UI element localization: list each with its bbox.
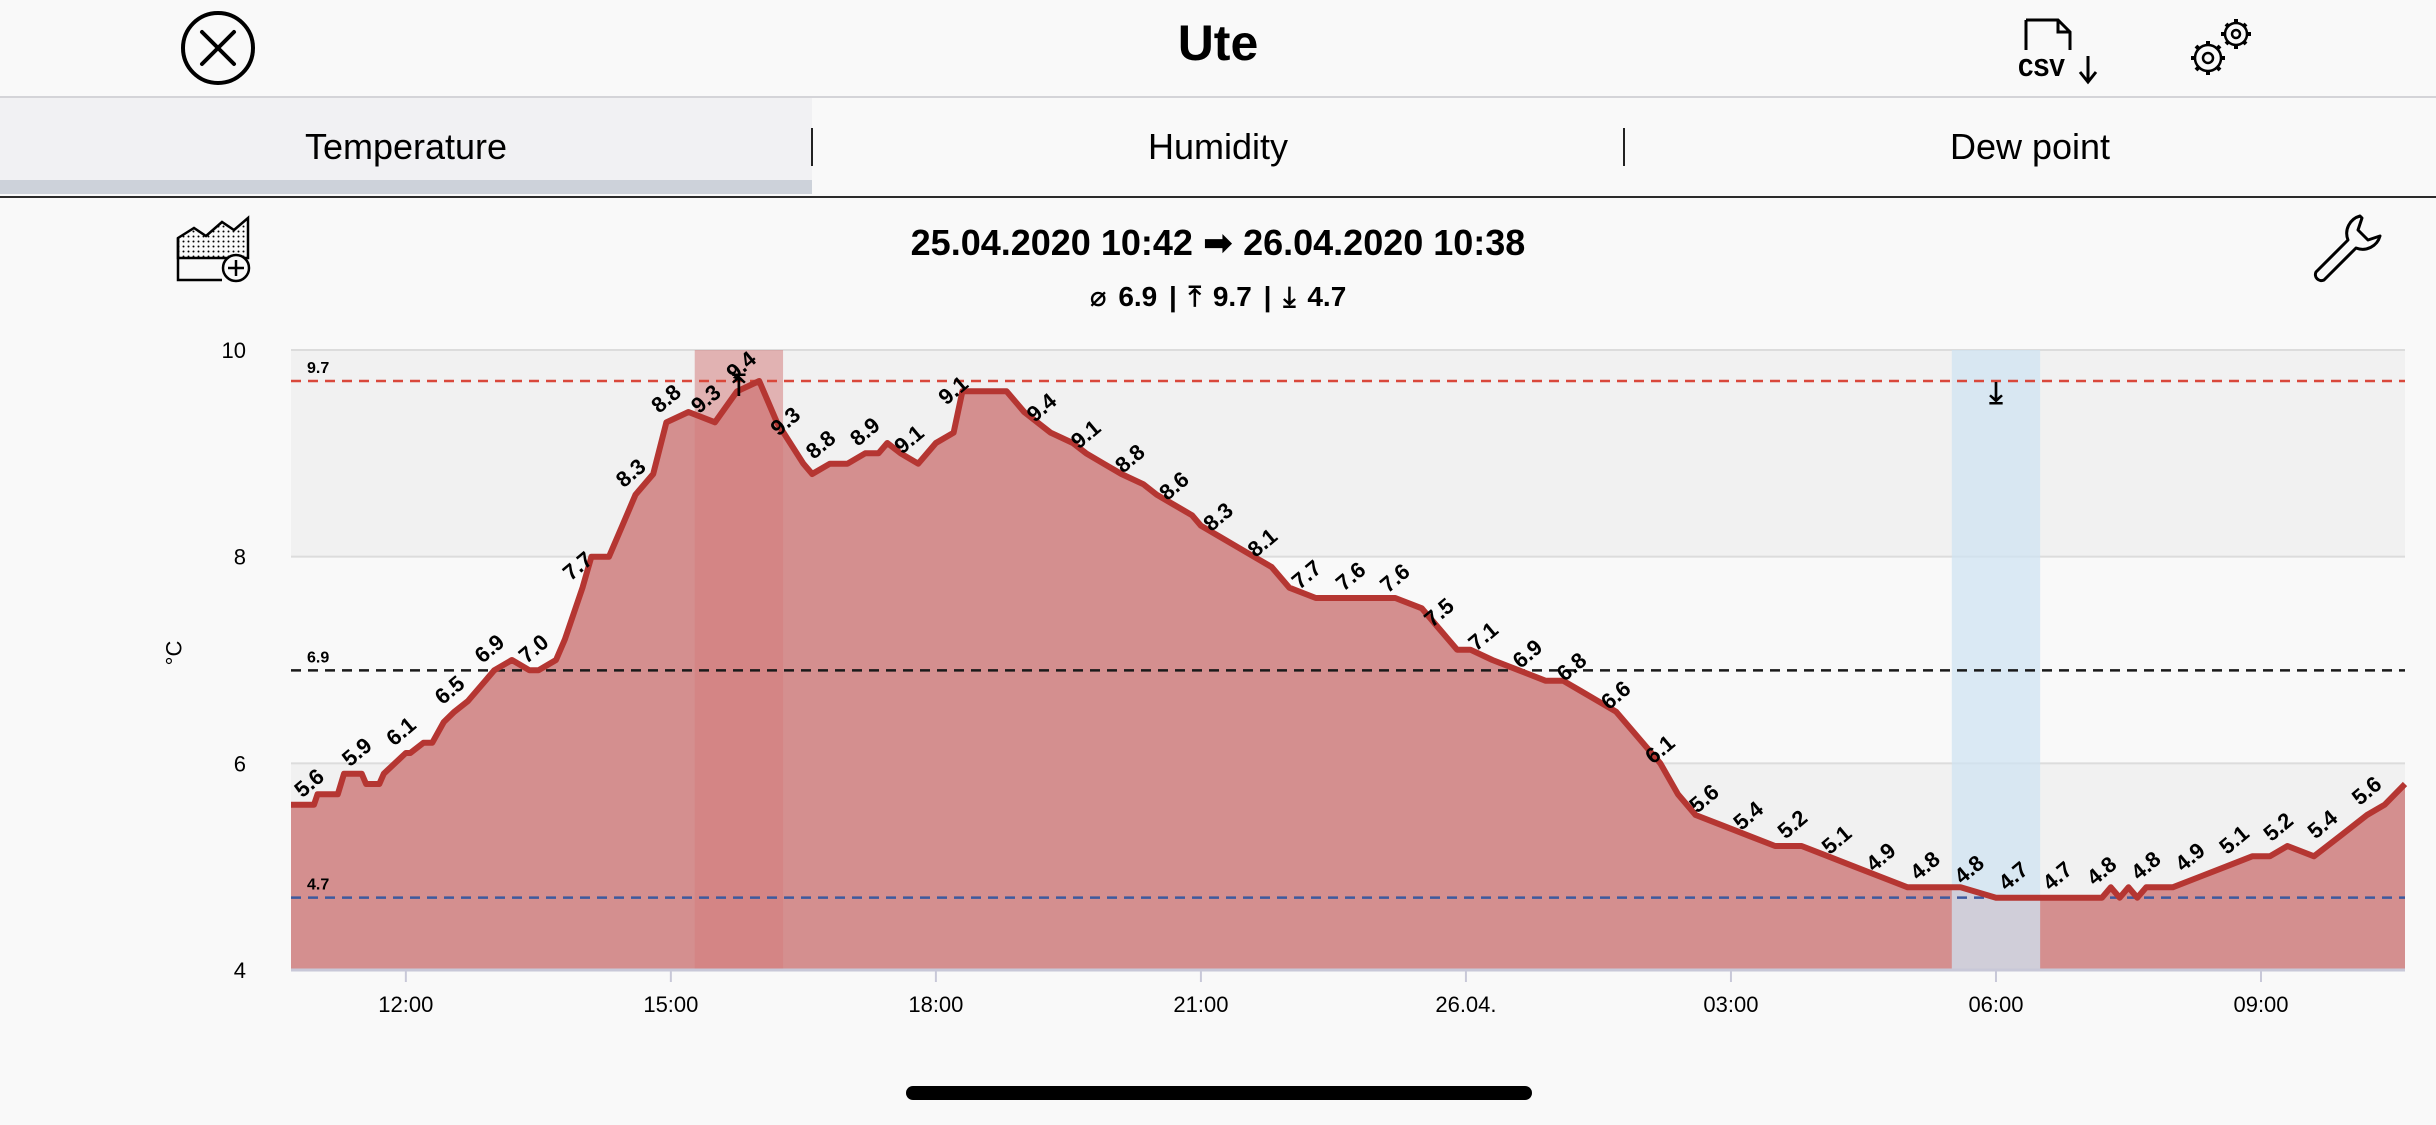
x-tick-label: 18:00 [908, 992, 963, 1017]
stats-summary: ⌀ 6.9 | ⤒ 9.7 | ⤓ 4.7 [0, 280, 2436, 314]
area-fill [291, 381, 2405, 970]
x-tick-label: 26.04. [1435, 992, 1496, 1017]
close-circle-icon [181, 11, 255, 85]
max-highlight-band [694, 350, 784, 970]
min-marker-icon: ⤓ [1988, 376, 2003, 411]
reference-line-label: 6.9 [307, 649, 329, 666]
avg-icon: ⌀ [1089, 281, 1107, 312]
settings-button[interactable] [2184, 14, 2256, 80]
avg-value: 6.9 [1118, 281, 1158, 312]
min-value: 4.7 [1307, 281, 1347, 312]
x-tick-label: 09:00 [2233, 992, 2288, 1017]
tab-humidity[interactable]: Humidity [1147, 126, 1289, 167]
y-tick-label: 4 [234, 958, 246, 983]
tab-temperature[interactable]: Temperature [0, 98, 812, 194]
reference-line-label: 9.7 [307, 360, 329, 377]
x-tick-label: 03:00 [1703, 992, 1758, 1017]
tab-bar: Temperature Humidity Dew point [0, 98, 2436, 198]
date-range: 25.04.2020 10:42 ➡ 26.04.2020 10:38 [910, 222, 1526, 263]
tab-divider [1623, 128, 1625, 166]
wrench-icon [2313, 214, 2382, 283]
min-highlight-band [1951, 350, 2041, 970]
reference-line-label: 4.7 [307, 877, 329, 894]
gears-icon [2191, 19, 2251, 75]
svg-text:CSV: CSV [2018, 54, 2065, 84]
csv-download-icon: CSV [2018, 18, 2098, 85]
max-icon: ⤒ [1188, 281, 1202, 312]
max-value: 9.7 [1212, 281, 1252, 312]
chart-add-icon [176, 215, 251, 283]
y-tick-label: 10 [222, 338, 246, 363]
tab-divider [811, 128, 813, 166]
min-icon: ⤓ [1283, 281, 1296, 312]
y-tick-label: 6 [234, 751, 246, 776]
csv-export-button[interactable]: CSV [2014, 16, 2098, 86]
tab-dew-point[interactable]: Dew point [1949, 126, 2111, 167]
close-button[interactable] [178, 8, 258, 88]
temperature-chart: 9.76.94.7⤒ ⤓5.65.96.16.56.9 7.07.78.38.8 9.… [222, 338, 2408, 1017]
y-axis-label: °C [161, 640, 187, 666]
x-tick-label: 21:00 [1173, 992, 1228, 1017]
max-marker-icon: ⤒ [731, 368, 746, 403]
series-line [291, 378, 2408, 901]
chart-settings-button[interactable] [2310, 210, 2384, 284]
chart-add-button[interactable] [176, 214, 254, 284]
separator: | [1169, 281, 1177, 312]
home-indicator[interactable] [906, 1086, 1532, 1100]
separator: | [1263, 281, 1272, 312]
top-bar: Ute CSV [0, 0, 2436, 98]
x-tick-label: 12:00 [378, 992, 433, 1017]
x-tick-label: 15:00 [643, 992, 698, 1017]
x-tick-label: 06:00 [1968, 992, 2023, 1017]
y-tick-label: 8 [234, 545, 246, 570]
